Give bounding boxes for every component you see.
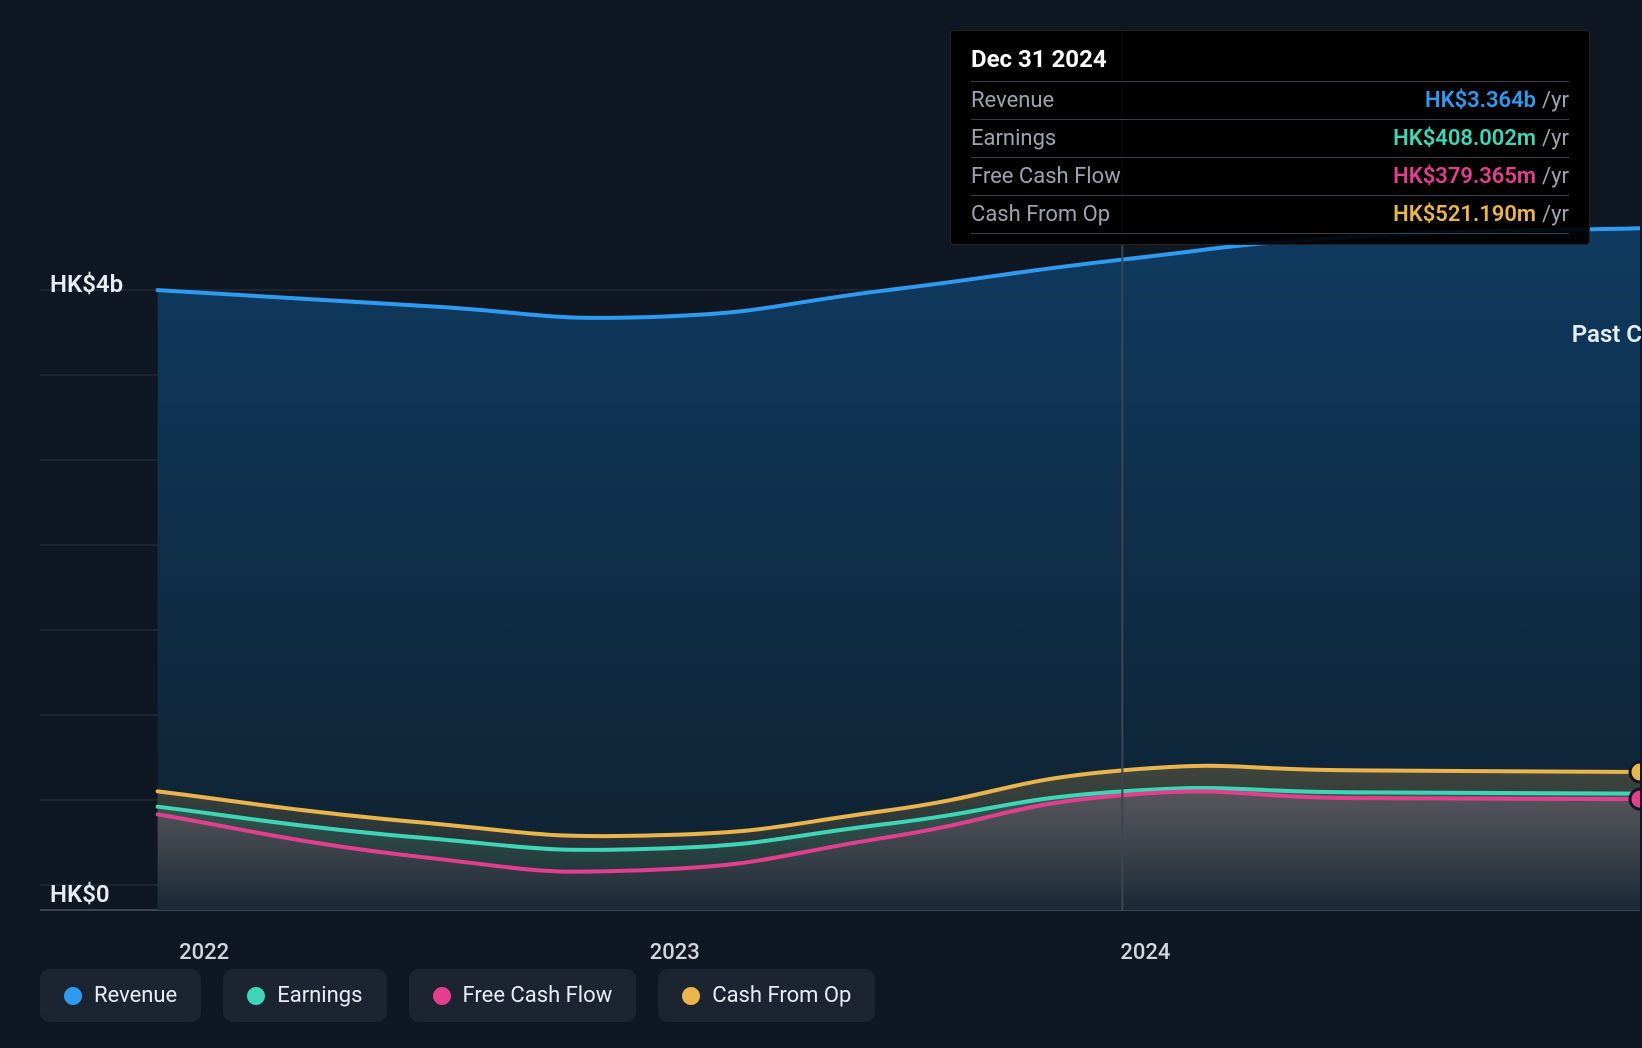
legend-item-label: Free Cash Flow — [463, 983, 613, 1008]
tooltip-row: Revenue HK$3.364b/yr — [971, 82, 1569, 120]
tooltip-row: Cash From Op HK$521.190m/yr — [971, 196, 1569, 234]
tooltip-row-value: HK$3.364b — [1425, 88, 1536, 113]
tooltip-row-unit: /yr — [1542, 202, 1569, 227]
tooltip-row-value: HK$521.190m — [1393, 202, 1536, 227]
legend-item-revenue[interactable]: Revenue — [40, 969, 201, 1022]
tooltip-row-label: Revenue — [971, 88, 1054, 113]
tooltip-row-label: Free Cash Flow — [971, 164, 1121, 189]
x-axis-tick-label: 2022 — [179, 940, 229, 965]
legend-item-fcf[interactable]: Free Cash Flow — [409, 969, 637, 1022]
tooltip-row-label: Earnings — [971, 126, 1056, 151]
past-period-label: Past C — [1572, 320, 1642, 348]
tooltip-row-unit: /yr — [1542, 88, 1569, 113]
legend-dot-icon — [64, 987, 82, 1005]
tooltip-date: Dec 31 2024 — [971, 45, 1569, 82]
x-axis-tick-label: 2023 — [650, 940, 700, 965]
legend-dot-icon — [433, 987, 451, 1005]
tooltip-row-label: Cash From Op — [971, 202, 1110, 227]
legend-item-label: Earnings — [277, 983, 362, 1008]
y-axis-tick-label: HK$0 — [50, 880, 110, 908]
legend-item-earnings[interactable]: Earnings — [223, 969, 386, 1022]
legend-item-label: Revenue — [94, 983, 177, 1008]
legend-item-cash_from_op[interactable]: Cash From Op — [658, 969, 875, 1022]
tooltip-row-value: HK$408.002m — [1393, 126, 1536, 151]
end-marker-fcf — [1630, 789, 1640, 809]
tooltip-row-unit: /yr — [1542, 126, 1569, 151]
tooltip-row: Free Cash Flow HK$379.365m/yr — [971, 158, 1569, 196]
legend-dot-icon — [247, 987, 265, 1005]
chart-legend: Revenue Earnings Free Cash Flow Cash From O… — [40, 969, 875, 1022]
tooltip-row-value: HK$379.365m — [1393, 164, 1536, 189]
end-marker-cash_from_op — [1630, 762, 1640, 782]
tooltip-row: Earnings HK$408.002m/yr — [971, 120, 1569, 158]
y-axis-tick-label: HK$4b — [50, 270, 123, 298]
legend-item-label: Cash From Op — [712, 983, 851, 1008]
chart-container: HK$4b HK$0 2022 2023 2024 Past C Dec 31 202… — [0, 0, 1642, 1048]
tooltip-row-unit: /yr — [1542, 164, 1569, 189]
legend-dot-icon — [682, 987, 700, 1005]
x-axis-tick-label: 2024 — [1120, 940, 1170, 965]
hover-tooltip: Dec 31 2024 Revenue HK$3.364b/yr Earnings H… — [950, 30, 1590, 245]
